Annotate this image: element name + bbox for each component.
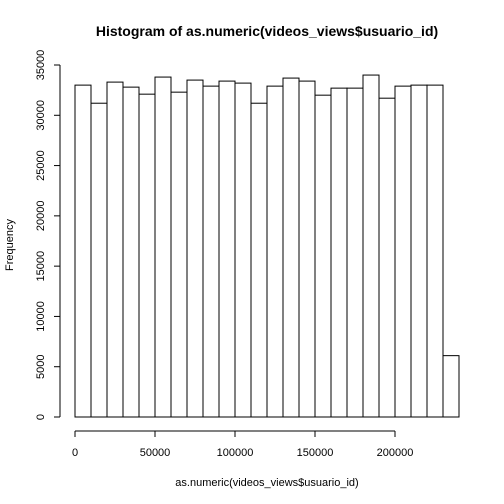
y-tick-label: 15000 [35,251,47,282]
histogram-bar [266,85,284,418]
histogram-bar [442,355,460,418]
y-tick-label: 25000 [35,150,47,181]
histogram-bar [250,102,268,418]
x-tick-label: 0 [72,447,78,459]
histogram-bar [138,93,156,418]
histogram-bar [426,84,444,418]
histogram-bar [394,85,412,418]
histogram-bar [202,85,220,418]
y-axis: 0 5000 10000 15000 20000 25000 30000 35000 [35,50,61,420]
histogram-bar [170,91,188,418]
histogram-bar [154,76,172,418]
histogram-bar [186,79,204,418]
histogram-bar [362,74,380,418]
histogram-bar [410,84,428,418]
histogram-bar [122,86,140,418]
y-tick-label: 10000 [35,301,47,332]
histogram-bar [74,84,92,418]
histogram-bar [234,82,252,418]
y-tick-label: 35000 [35,50,47,81]
histogram-bar [346,87,364,418]
histogram-bar [218,80,236,418]
histogram-bar [298,80,316,418]
chart-title: Histogram of as.numeric(videos_views$usu… [96,23,438,39]
x-tick-label: 200000 [377,447,414,459]
histogram-bar [314,94,332,418]
y-tick-label: 30000 [35,100,47,131]
histogram-bar [330,87,348,418]
histogram-bars [74,74,460,418]
y-tick-label: 5000 [35,354,47,378]
x-tick-label: 50000 [140,447,171,459]
histogram-bar [106,81,124,418]
y-tick-label: 20000 [35,201,47,232]
x-tick-label: 100000 [217,447,254,459]
y-tick-label: 0 [35,414,47,420]
y-axis-label: Frequency [4,219,16,271]
histogram-bar [90,102,108,418]
x-axis: 0 50000 100000 150000 200000 [72,430,414,459]
histogram-bar [282,77,300,418]
x-tick-label: 150000 [297,447,334,459]
x-axis-label: as.numeric(videos_views$usuario_id) [175,477,358,489]
histogram-bar [378,97,396,418]
